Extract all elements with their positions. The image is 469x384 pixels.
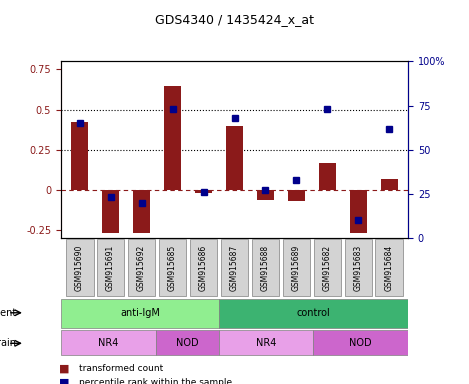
Bar xyxy=(102,190,119,233)
Text: NOD: NOD xyxy=(349,338,372,348)
Bar xyxy=(156,331,219,355)
Text: percentile rank within the sample: percentile rank within the sample xyxy=(79,378,232,384)
Bar xyxy=(350,190,367,233)
FancyBboxPatch shape xyxy=(251,239,280,296)
Text: GSM915682: GSM915682 xyxy=(323,245,332,291)
Text: GSM915689: GSM915689 xyxy=(292,245,301,291)
Bar xyxy=(313,331,408,355)
Text: GDS4340 / 1435424_x_at: GDS4340 / 1435424_x_at xyxy=(155,13,314,26)
Bar xyxy=(226,126,243,190)
FancyBboxPatch shape xyxy=(128,239,156,296)
Bar xyxy=(133,190,150,233)
Text: GSM915687: GSM915687 xyxy=(230,245,239,291)
Text: ■: ■ xyxy=(59,363,69,373)
Text: NOD: NOD xyxy=(176,338,198,348)
Bar xyxy=(164,86,181,190)
Bar xyxy=(195,190,212,193)
Text: agent: agent xyxy=(0,308,16,318)
Bar xyxy=(61,331,156,355)
Text: GSM915686: GSM915686 xyxy=(199,245,208,291)
Text: GSM915684: GSM915684 xyxy=(385,245,394,291)
Bar xyxy=(381,179,398,190)
Text: GSM915688: GSM915688 xyxy=(261,245,270,291)
Bar xyxy=(71,122,88,190)
Bar xyxy=(257,190,274,200)
FancyBboxPatch shape xyxy=(66,239,93,296)
FancyBboxPatch shape xyxy=(282,239,310,296)
Text: GSM915685: GSM915685 xyxy=(168,245,177,291)
FancyBboxPatch shape xyxy=(376,239,403,296)
Bar xyxy=(219,299,408,328)
Text: control: control xyxy=(296,308,330,318)
FancyBboxPatch shape xyxy=(189,239,218,296)
Text: NR4: NR4 xyxy=(98,338,119,348)
Text: GSM915691: GSM915691 xyxy=(106,245,115,291)
Text: GSM915690: GSM915690 xyxy=(75,245,84,291)
Bar xyxy=(219,331,313,355)
Text: GSM915692: GSM915692 xyxy=(137,245,146,291)
FancyBboxPatch shape xyxy=(345,239,372,296)
Text: anti-IgM: anti-IgM xyxy=(120,308,160,318)
FancyBboxPatch shape xyxy=(159,239,187,296)
Text: NR4: NR4 xyxy=(256,338,276,348)
FancyBboxPatch shape xyxy=(97,239,124,296)
Bar xyxy=(288,190,305,201)
FancyBboxPatch shape xyxy=(220,239,249,296)
Text: transformed count: transformed count xyxy=(79,364,163,373)
Bar xyxy=(319,162,336,190)
Text: GSM915683: GSM915683 xyxy=(354,245,363,291)
FancyBboxPatch shape xyxy=(313,239,341,296)
Text: strain: strain xyxy=(0,338,16,348)
Text: ■: ■ xyxy=(59,378,69,384)
Bar xyxy=(61,299,219,328)
